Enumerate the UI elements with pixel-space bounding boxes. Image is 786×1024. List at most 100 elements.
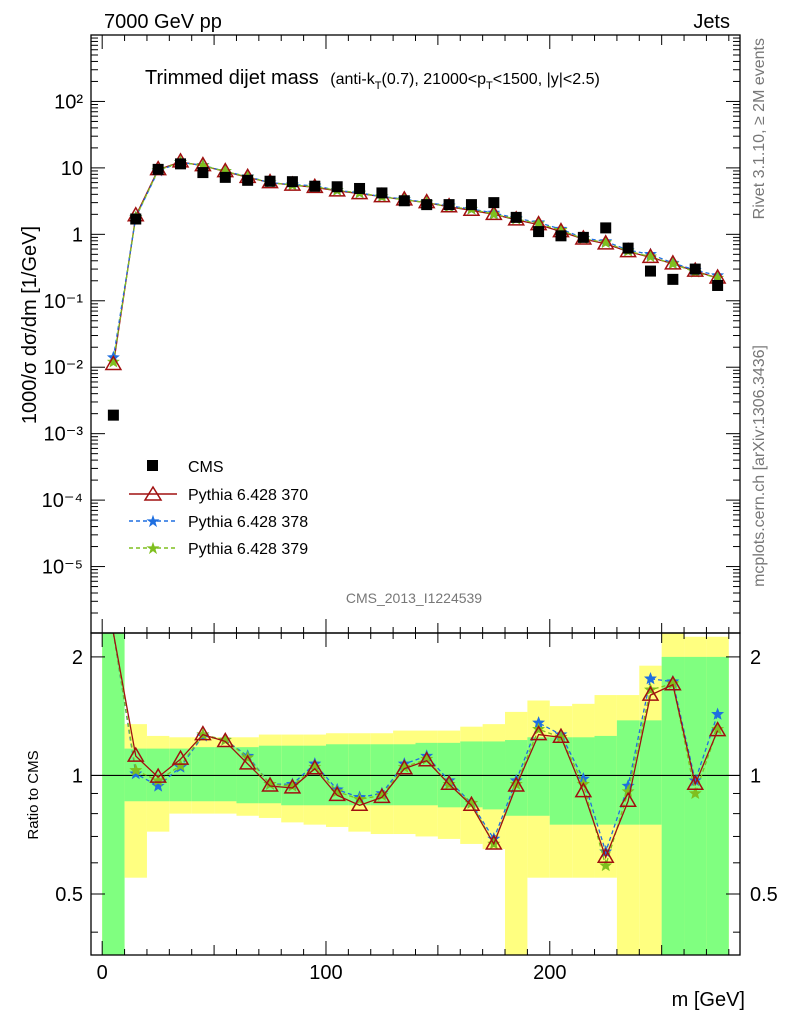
cms-data-point (533, 226, 545, 238)
ratio-point-p370 (126, 746, 145, 762)
cms-data-point (376, 187, 388, 199)
ratio-point-p379 (218, 733, 232, 746)
cms-data-point (197, 167, 209, 179)
ratio-point-p370 (328, 785, 346, 802)
ratio-band-inner (460, 741, 483, 808)
ratio-y-tick-label-left: 2 (72, 647, 83, 669)
main-point-p379 (106, 355, 120, 368)
rivet-version-label: Rivet 3.1.10, ≥ 2M events (751, 38, 768, 219)
ratio-point-p370 (686, 774, 705, 790)
ratio-y-tick-label-right: 2 (750, 647, 761, 669)
cms-data-point (398, 195, 410, 207)
ratio-band-inner (639, 720, 662, 825)
cms-data-point (286, 176, 298, 188)
cms-data-point (309, 180, 321, 192)
ratio-band-inner (214, 747, 237, 802)
ratio-band-inner (102, 633, 125, 955)
mcplots-reference-label: mcplots.cern.ch [arXiv:1306.3436] (751, 345, 768, 587)
main-y-tick-label: 10⁻⁴ (42, 490, 83, 512)
cms-data-point (644, 265, 656, 277)
ratio-series-group (112, 633, 727, 872)
chart-subtitle-part-2: (0.7), 21000<p (381, 71, 486, 88)
ratio-line-p379 (112, 633, 719, 869)
cms-data-point (443, 199, 455, 211)
main-point-p370 (664, 254, 682, 270)
legend: CMS Pythia 6.428 370 ★ Pythia 6.428 378 … (129, 459, 308, 558)
ratio-band-inner (191, 747, 215, 802)
ratio-point-p370 (440, 774, 458, 790)
ratio-point-p370 (194, 725, 212, 741)
legend-label-p378: Pythia 6.428 378 (188, 514, 308, 531)
axes-group (90, 34, 741, 956)
legend-marker-p370 (143, 485, 163, 501)
ratio-band-inner (594, 735, 617, 825)
ratio-y-tick-label-right: 0.5 (750, 884, 778, 906)
cms-data-point (421, 199, 433, 211)
cms-data-point (577, 231, 589, 243)
ratio-point-p378 (151, 779, 165, 792)
ratio-band-inner (616, 720, 640, 825)
ratio-band-inner (325, 744, 349, 806)
ratio-point-p379 (644, 682, 657, 696)
legend-label-p379: Pythia 6.428 379 (188, 541, 308, 558)
legend-entry-p379: ★ Pythia 6.428 379 (129, 539, 308, 558)
main-y-tick-label: 10⁻³ (44, 424, 84, 446)
cms-data-point (264, 175, 276, 187)
ratio-point-p370 (373, 787, 391, 804)
analysis-id-label: CMS_2013_I1224539 (346, 590, 482, 606)
main-point-p370 (104, 354, 123, 371)
legend-marker-cms (147, 460, 158, 471)
cms-data-point (354, 182, 366, 194)
legend-label-cms: CMS (188, 459, 224, 476)
ratio-point-p379 (375, 788, 389, 801)
main-point-p370 (641, 247, 660, 264)
main-y-tick-label: 10 (61, 158, 83, 180)
ratio-point-p370 (664, 675, 682, 691)
ratio-point-p370 (708, 721, 727, 737)
ratio-band-inner (706, 656, 729, 955)
x-tick-label: 200 (533, 962, 566, 984)
tick-labels-group: 10⁻⁵ 10⁻⁴ 10⁻³ 10⁻² 10⁻¹ 1 10 10² 0.5 0.5 1 1 2 2 0 100… (42, 91, 778, 984)
cms-data-point (600, 222, 612, 234)
ratio-band-inner (684, 656, 707, 955)
ratio-xlabel: m [GeV] (672, 989, 745, 1011)
legend-marker-p378: ★ (145, 512, 160, 531)
legend-label-p370: Pythia 6.428 370 (188, 487, 308, 504)
ratio-point-p370 (238, 754, 257, 770)
ratio-point-p370 (283, 778, 302, 794)
cms-data-point (555, 230, 567, 242)
cms-data-point (622, 242, 634, 254)
cms-data-point (465, 199, 477, 211)
ratio-point-p378 (644, 671, 657, 685)
ratio-point-p370 (619, 791, 637, 807)
ratio-point-p379 (599, 858, 613, 872)
ratio-point-p370 (171, 749, 190, 765)
ratio-point-p370 (574, 782, 593, 798)
main-y-tick-label: 10² (54, 91, 83, 113)
chart-subtitle-sub-1: T (375, 80, 382, 92)
chart-title: Trimmed dijet mass (anti-kT(0.7), 21000<… (145, 67, 600, 92)
ratio-point-p379 (532, 722, 546, 735)
legend-entry-p370: Pythia 6.428 370 (129, 485, 308, 504)
cms-data-point (488, 197, 500, 209)
chart-title-main: Trimmed dijet mass (145, 67, 319, 89)
main-y-tick-label: 10⁻² (44, 357, 84, 379)
ratio-point-p370 (462, 795, 481, 812)
ratio-y-tick-label-right: 1 (750, 765, 761, 787)
legend-marker-p379: ★ (145, 539, 160, 558)
cms-data-point (175, 158, 187, 170)
header-left-label: 7000 GeV pp (104, 11, 222, 33)
ratio-band-inner (661, 656, 685, 955)
legend-entry-cms: CMS (147, 459, 224, 476)
legend-entry-p378: ★ Pythia 6.428 378 (129, 512, 308, 531)
ratio-point-p370 (417, 751, 436, 767)
ratio-band-inner (549, 737, 573, 825)
main-line-p370 (112, 161, 718, 365)
ratio-point-p370 (596, 847, 615, 863)
ratio-y-tick-label-left: 0.5 (55, 884, 83, 906)
ratio-point-p370 (507, 776, 526, 792)
x-tick-label: 100 (309, 962, 342, 984)
ratio-band-inner (527, 737, 550, 816)
cms-data-point (712, 279, 724, 291)
main-y-tick-label: 1 (72, 224, 83, 246)
